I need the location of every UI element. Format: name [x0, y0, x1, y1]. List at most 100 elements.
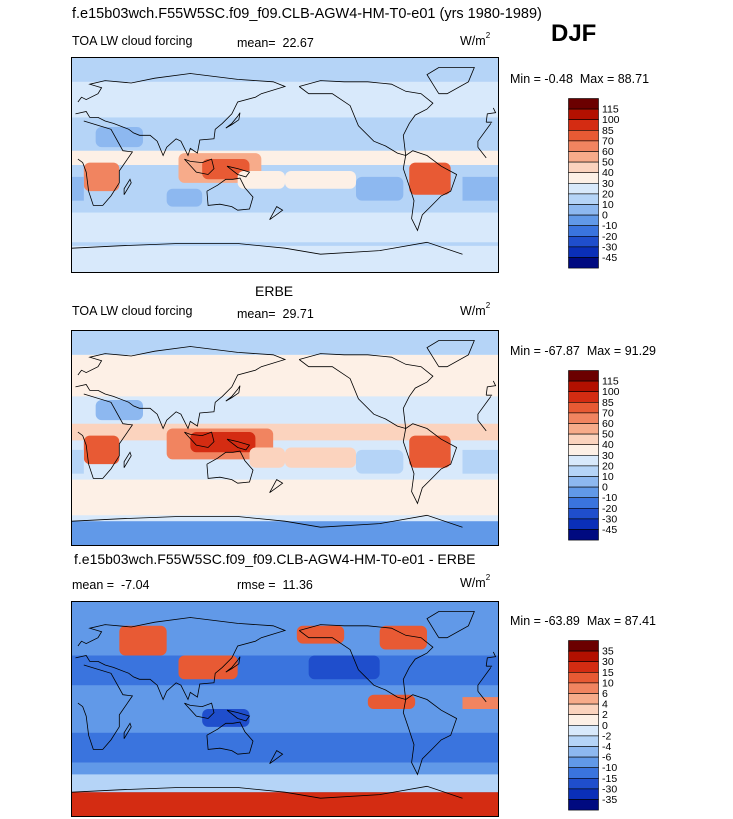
units-base: W/m — [460, 576, 486, 590]
coastline-7 — [426, 67, 475, 95]
panel-model-variable: TOA LW cloud forcing — [72, 34, 193, 48]
max-value: 87.41 — [624, 614, 656, 628]
panel-diff-rmse: rmse = 11.36 — [237, 578, 313, 592]
colorbar-tick-label: 30 — [602, 178, 614, 190]
colorbar-tick-label: 40 — [602, 439, 614, 451]
field-region-12 — [72, 331, 498, 355]
colorbar-tick-label: 15 — [602, 667, 614, 679]
coastline-3 — [75, 346, 497, 430]
colorbar-swatch — [568, 529, 599, 541]
colorbar-swatch — [568, 455, 599, 467]
colorbar-swatch — [568, 151, 599, 163]
colorbar-tick-label: 50 — [602, 157, 614, 169]
field-region-2 — [72, 732, 498, 763]
field-region-6 — [285, 447, 356, 468]
field-region-13 — [72, 521, 498, 545]
colorbar-tick-label: -10 — [602, 762, 617, 774]
panel-model-minmax: Min = -0.48 Max = 88.71 — [510, 72, 649, 86]
coastline-6 — [226, 165, 251, 178]
units-exp: 2 — [485, 573, 491, 582]
colorbar-tick-label: -30 — [602, 783, 617, 795]
field-region-11 — [95, 399, 143, 421]
colorbar-tick-label: 0 — [602, 482, 608, 494]
colorbar-swatch — [568, 172, 599, 184]
panel-diff-heading: f.e15b03wch.F55W5SC.f09_f09.CLB-AGW4-HM-… — [74, 551, 476, 567]
colorbar-swatch — [568, 214, 599, 226]
colorbar-swatch — [568, 225, 599, 237]
colorbar-swatch — [568, 661, 599, 673]
colorbar-swatch — [568, 725, 599, 737]
mean-value: 29.71 — [282, 307, 314, 321]
coastline-6 — [226, 438, 251, 451]
coastline-2 — [77, 664, 492, 750]
colorbar-swatch — [568, 391, 599, 403]
colorbar-swatch — [568, 693, 599, 705]
colorbar-swatch — [568, 650, 599, 663]
colorbar-swatch — [568, 193, 599, 205]
panel-obs-map — [71, 330, 499, 546]
colorbar-swatch — [568, 257, 599, 269]
coastline-1 — [402, 423, 458, 505]
colorbar-tick-label: 60 — [602, 418, 614, 430]
colorbar-swatch — [568, 236, 599, 248]
colorbar-tick-label: -30 — [602, 241, 617, 253]
mean-label: mean = — [72, 578, 115, 592]
field-region-12 — [95, 126, 143, 148]
colorbar-tick-label: 0 — [602, 210, 608, 222]
field-map-obs — [72, 331, 498, 545]
mean-value: 22.67 — [282, 36, 314, 50]
colorbar-tick-label: 35 — [602, 646, 614, 658]
colorbar-tick-label: -45 — [602, 252, 617, 264]
coastline-11 — [123, 178, 132, 195]
colorbar-swatch — [568, 401, 599, 414]
colorbar-swatch — [568, 204, 599, 216]
colorbar-swatch — [568, 370, 599, 382]
panel-diff-colorbar: 35 30 15 10 6 4 2 0 -2 -4 -6 -10 -15 -30 -35 — [568, 640, 648, 814]
coastline-9 — [72, 241, 463, 255]
colorbar-tick-label: -20 — [602, 503, 617, 515]
colorbar-tick-label: 100 — [602, 114, 620, 126]
colorbar-tick-label: 2 — [602, 709, 608, 721]
panel-diff-minmax: Min = -63.89 Max = 87.41 — [510, 614, 656, 628]
colorbar-tick-label: 50 — [602, 429, 614, 441]
field-map-diff — [72, 602, 498, 816]
units-exp: 2 — [485, 31, 491, 40]
colorbar-swatch — [568, 246, 599, 258]
field-region-6 — [237, 170, 285, 189]
min-value: -0.48 — [544, 72, 573, 86]
panel-model-colorbar: 115 100 85 70 60 50 40 30 20 10 0 -10 -20 -30 -45 — [568, 98, 648, 272]
rmse-value: 11.36 — [282, 578, 313, 592]
colorbar-swatch — [568, 380, 599, 393]
colorbar-swatch — [568, 465, 599, 477]
page-title: f.e15b03wch.F55W5SC.f09_f09.CLB-AGW4-HM-… — [72, 6, 542, 22]
panel-model-mean: mean= 22.67 — [237, 36, 314, 50]
max-label: Max = — [579, 72, 615, 86]
colorbar-tick-label: 6 — [602, 688, 608, 700]
colorbar-swatch — [568, 183, 599, 195]
coastline-1 — [402, 694, 458, 776]
panel-obs-heading: ERBE — [255, 283, 294, 299]
colorbar-tick-label: 70 — [602, 135, 614, 147]
colorbar-tick-label: 10 — [602, 199, 614, 211]
units-base: W/m — [460, 304, 486, 318]
colorbar-swatch — [568, 703, 599, 715]
coastline-4 — [206, 450, 254, 484]
colorbar-tick-label: -6 — [602, 752, 611, 764]
coastline-0 — [298, 624, 434, 701]
panel-obs-units: W/m2 — [460, 301, 491, 318]
colorbar-tick-label: -35 — [602, 794, 617, 806]
colorbar-tick-label: -2 — [602, 730, 611, 742]
coastline-5 — [184, 431, 215, 448]
colorbar-swatch — [568, 108, 599, 121]
max-value: 88.71 — [617, 72, 650, 86]
field-region-8 — [409, 435, 451, 468]
coastline-7 — [426, 611, 475, 639]
colorbar-tick-label: 115 — [602, 104, 619, 116]
field-region-7 — [83, 435, 120, 465]
colorbar-swatch — [568, 682, 599, 694]
coastline-3 — [75, 73, 497, 157]
coastline-0 — [298, 80, 434, 157]
coastline-10 — [269, 479, 284, 494]
units-exp: 2 — [485, 301, 491, 310]
colorbar-tick-label: -45 — [602, 524, 617, 536]
